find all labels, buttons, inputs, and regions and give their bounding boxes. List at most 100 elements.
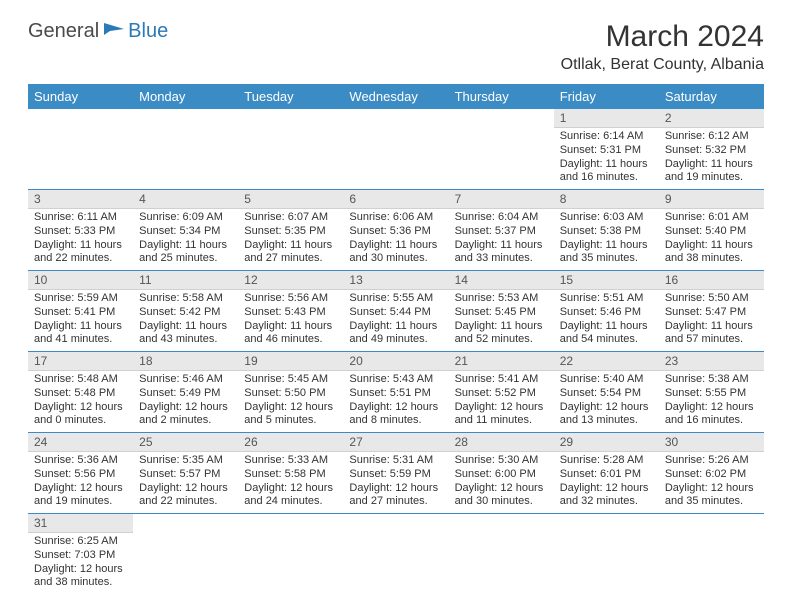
sunrise-line: Sunrise: 5:56 AM: [244, 292, 337, 306]
day-info: Sunrise: 5:41 AMSunset: 5:52 PMDaylight:…: [449, 371, 554, 432]
weekday-header: Saturday: [659, 84, 764, 109]
day-info: Sunrise: 6:06 AMSunset: 5:36 PMDaylight:…: [343, 209, 448, 270]
day-number: 19: [238, 352, 343, 371]
day-info: Sunrise: 5:56 AMSunset: 5:43 PMDaylight:…: [238, 290, 343, 351]
day-info: Sunrise: 5:46 AMSunset: 5:49 PMDaylight:…: [133, 371, 238, 432]
day-info: Sunrise: 5:38 AMSunset: 5:55 PMDaylight:…: [659, 371, 764, 432]
calendar-day-cell: 10Sunrise: 5:59 AMSunset: 5:41 PMDayligh…: [28, 271, 133, 352]
day-info: Sunrise: 6:14 AMSunset: 5:31 PMDaylight:…: [554, 128, 659, 189]
day-number: 2: [659, 109, 764, 128]
daylight-line: Daylight: 11 hours and 57 minutes.: [665, 320, 758, 348]
day-number: 14: [449, 271, 554, 290]
weekday-header: Thursday: [449, 84, 554, 109]
sunset-line: Sunset: 5:45 PM: [455, 306, 548, 320]
calendar-day-cell: 30Sunrise: 5:26 AMSunset: 6:02 PMDayligh…: [659, 433, 764, 514]
calendar-day-cell: 1Sunrise: 6:14 AMSunset: 5:31 PMDaylight…: [554, 109, 659, 190]
day-number: 11: [133, 271, 238, 290]
sunrise-line: Sunrise: 5:45 AM: [244, 373, 337, 387]
day-number: 21: [449, 352, 554, 371]
sunrise-line: Sunrise: 6:07 AM: [244, 211, 337, 225]
calendar-day-cell: 9Sunrise: 6:01 AMSunset: 5:40 PMDaylight…: [659, 190, 764, 271]
day-info: Sunrise: 5:48 AMSunset: 5:48 PMDaylight:…: [28, 371, 133, 432]
day-number: 30: [659, 433, 764, 452]
sunrise-line: Sunrise: 5:35 AM: [139, 454, 232, 468]
sunset-line: Sunset: 5:41 PM: [34, 306, 127, 320]
title-block: March 2024 Otllak, Berat County, Albania: [561, 20, 764, 74]
day-info: Sunrise: 5:31 AMSunset: 5:59 PMDaylight:…: [343, 452, 448, 513]
daylight-line: Daylight: 11 hours and 35 minutes.: [560, 239, 653, 267]
day-info: Sunrise: 5:53 AMSunset: 5:45 PMDaylight:…: [449, 290, 554, 351]
sunrise-line: Sunrise: 5:31 AM: [349, 454, 442, 468]
day-info: Sunrise: 5:26 AMSunset: 6:02 PMDaylight:…: [659, 452, 764, 513]
day-number: 17: [28, 352, 133, 371]
sunset-line: Sunset: 5:59 PM: [349, 468, 442, 482]
daylight-line: Daylight: 12 hours and 22 minutes.: [139, 482, 232, 510]
daylight-line: Daylight: 11 hours and 38 minutes.: [665, 239, 758, 267]
sunset-line: Sunset: 5:47 PM: [665, 306, 758, 320]
day-number: 8: [554, 190, 659, 209]
calendar-empty-cell: [343, 514, 448, 595]
sunrise-line: Sunrise: 5:48 AM: [34, 373, 127, 387]
day-number: 26: [238, 433, 343, 452]
sunset-line: Sunset: 5:38 PM: [560, 225, 653, 239]
day-info: Sunrise: 6:01 AMSunset: 5:40 PMDaylight:…: [659, 209, 764, 270]
logo: General Blue: [28, 20, 168, 43]
sunrise-line: Sunrise: 5:33 AM: [244, 454, 337, 468]
day-number: 9: [659, 190, 764, 209]
calendar-header-row: SundayMondayTuesdayWednesdayThursdayFrid…: [28, 84, 764, 109]
sunrise-line: Sunrise: 6:25 AM: [34, 535, 127, 549]
sunrise-line: Sunrise: 6:11 AM: [34, 211, 127, 225]
calendar-day-cell: 3Sunrise: 6:11 AMSunset: 5:33 PMDaylight…: [28, 190, 133, 271]
day-info: Sunrise: 6:03 AMSunset: 5:38 PMDaylight:…: [554, 209, 659, 270]
daylight-line: Daylight: 12 hours and 19 minutes.: [34, 482, 127, 510]
sunset-line: Sunset: 5:49 PM: [139, 387, 232, 401]
calendar-day-cell: 22Sunrise: 5:40 AMSunset: 5:54 PMDayligh…: [554, 352, 659, 433]
calendar-empty-cell: [133, 514, 238, 595]
day-number: 15: [554, 271, 659, 290]
daylight-line: Daylight: 12 hours and 24 minutes.: [244, 482, 337, 510]
daylight-line: Daylight: 12 hours and 8 minutes.: [349, 401, 442, 429]
sunset-line: Sunset: 5:43 PM: [244, 306, 337, 320]
sunrise-line: Sunrise: 5:28 AM: [560, 454, 653, 468]
calendar-day-cell: 15Sunrise: 5:51 AMSunset: 5:46 PMDayligh…: [554, 271, 659, 352]
day-number: 25: [133, 433, 238, 452]
calendar-day-cell: 4Sunrise: 6:09 AMSunset: 5:34 PMDaylight…: [133, 190, 238, 271]
daylight-line: Daylight: 12 hours and 16 minutes.: [665, 401, 758, 429]
day-number: 16: [659, 271, 764, 290]
day-number: 24: [28, 433, 133, 452]
daylight-line: Daylight: 11 hours and 54 minutes.: [560, 320, 653, 348]
sunrise-line: Sunrise: 5:36 AM: [34, 454, 127, 468]
day-number: 27: [343, 433, 448, 452]
sunset-line: Sunset: 5:46 PM: [560, 306, 653, 320]
sunset-line: Sunset: 5:36 PM: [349, 225, 442, 239]
daylight-line: Daylight: 11 hours and 19 minutes.: [665, 158, 758, 186]
sunrise-line: Sunrise: 5:46 AM: [139, 373, 232, 387]
daylight-line: Daylight: 11 hours and 46 minutes.: [244, 320, 337, 348]
sunset-line: Sunset: 5:35 PM: [244, 225, 337, 239]
calendar-body: 1Sunrise: 6:14 AMSunset: 5:31 PMDaylight…: [28, 109, 764, 594]
calendar-empty-cell: [554, 514, 659, 595]
day-number: 10: [28, 271, 133, 290]
calendar-empty-cell: [659, 514, 764, 595]
calendar-empty-cell: [238, 109, 343, 190]
calendar-table: SundayMondayTuesdayWednesdayThursdayFrid…: [28, 84, 764, 594]
daylight-line: Daylight: 12 hours and 0 minutes.: [34, 401, 127, 429]
calendar-row: 24Sunrise: 5:36 AMSunset: 5:56 PMDayligh…: [28, 433, 764, 514]
logo-text-general: General: [28, 20, 99, 43]
logo-text-blue: Blue: [128, 20, 168, 43]
sunrise-line: Sunrise: 5:38 AM: [665, 373, 758, 387]
sunset-line: Sunset: 5:57 PM: [139, 468, 232, 482]
calendar-day-cell: 29Sunrise: 5:28 AMSunset: 6:01 PMDayligh…: [554, 433, 659, 514]
daylight-line: Daylight: 11 hours and 41 minutes.: [34, 320, 127, 348]
day-info: Sunrise: 5:45 AMSunset: 5:50 PMDaylight:…: [238, 371, 343, 432]
daylight-line: Daylight: 11 hours and 16 minutes.: [560, 158, 653, 186]
sunrise-line: Sunrise: 6:09 AM: [139, 211, 232, 225]
day-info: Sunrise: 6:25 AMSunset: 7:03 PMDaylight:…: [28, 533, 133, 594]
calendar-day-cell: 6Sunrise: 6:06 AMSunset: 5:36 PMDaylight…: [343, 190, 448, 271]
calendar-day-cell: 18Sunrise: 5:46 AMSunset: 5:49 PMDayligh…: [133, 352, 238, 433]
day-info: Sunrise: 5:58 AMSunset: 5:42 PMDaylight:…: [133, 290, 238, 351]
logo-flag-icon: [104, 21, 126, 42]
sunrise-line: Sunrise: 6:06 AM: [349, 211, 442, 225]
sunset-line: Sunset: 5:50 PM: [244, 387, 337, 401]
sunset-line: Sunset: 5:32 PM: [665, 144, 758, 158]
